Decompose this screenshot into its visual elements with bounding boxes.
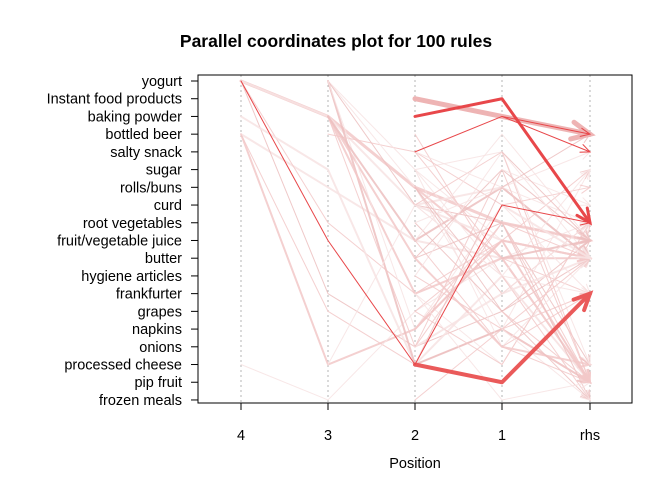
rule-background-line — [414, 169, 591, 277]
highlighted-rule-lines — [240, 80, 596, 385]
rule-highlighted-line — [240, 80, 591, 366]
item-label: onions — [139, 340, 182, 356]
rule-highlighted-line — [413, 291, 592, 385]
rule-background-line — [414, 133, 591, 366]
x-axis-label: Position — [389, 456, 441, 472]
rule-highlighted-line — [501, 115, 591, 135]
rule-highlighted-arrowhead — [571, 290, 594, 313]
rule-background — [501, 346, 592, 384]
rule-background-line — [501, 222, 591, 295]
rule-background-arrowhead — [579, 374, 592, 384]
position-label: 1 — [498, 428, 506, 444]
rule-background-line — [501, 222, 591, 259]
rule-background — [240, 133, 592, 366]
item-label: yogurt — [142, 74, 182, 90]
item-label: frozen meals — [99, 393, 182, 409]
position-label: 4 — [237, 428, 245, 444]
rule-background-line — [501, 346, 591, 383]
rule-background — [414, 168, 591, 277]
rule-highlighted-arrowhead — [579, 144, 592, 153]
rule-highlighted-arrowhead — [579, 216, 592, 226]
rule-background-arrowhead — [582, 353, 591, 366]
item-label: processed cheese — [64, 358, 182, 374]
item-label: salty snack — [110, 145, 182, 161]
rule-background-line — [501, 204, 591, 260]
rule-highlighted-line — [413, 97, 592, 225]
rule-highlighted — [413, 290, 594, 385]
rule-background-line — [240, 133, 591, 366]
rule-background-line — [501, 239, 591, 260]
rule-highlighted-arrowhead — [579, 127, 592, 137]
rule-background-arrowhead — [579, 184, 592, 194]
item-label: hygiene articles — [81, 269, 182, 285]
item-label: rolls/buns — [120, 180, 182, 196]
rule-background-line — [414, 293, 591, 401]
item-label: sugar — [146, 163, 182, 179]
item-label: Instant food products — [47, 92, 182, 108]
position-label: 3 — [324, 428, 332, 444]
rule-highlighted — [412, 96, 596, 142]
rule-background-line — [501, 151, 591, 241]
chart-title: Parallel coordinates plot for 100 rules — [180, 31, 492, 51]
item-label: pip fruit — [134, 375, 182, 391]
background-rule-lines — [239, 79, 594, 402]
position-axis: 4 3 2 1 rhs — [237, 402, 600, 444]
rule-background — [501, 151, 591, 242]
item-label: butter — [145, 251, 182, 267]
item-label: grapes — [138, 304, 182, 320]
item-label: baking powder — [88, 109, 182, 125]
item-label: napkins — [132, 322, 182, 338]
rule-background-line — [501, 169, 591, 206]
rule-background-arrowhead — [580, 168, 591, 180]
rule-background — [501, 204, 593, 260]
item-label: curd — [154, 198, 182, 214]
rule-background-line — [501, 310, 591, 383]
item-label: bottled beer — [105, 127, 182, 143]
position-label: rhs — [580, 428, 600, 444]
item-label: frankfurter — [116, 287, 182, 303]
rule-background-arrowhead — [576, 246, 593, 260]
position-label: 2 — [411, 428, 419, 444]
rule-highlighted — [501, 115, 592, 137]
rule-background — [501, 169, 592, 206]
rule-background-arrowhead — [580, 230, 591, 242]
rule-background-line — [240, 133, 591, 366]
item-label: root vegetables — [83, 216, 182, 232]
rule-background — [240, 133, 593, 366]
rule-highlighted — [240, 80, 592, 366]
rule-background-arrowhead — [579, 390, 591, 401]
rule-background-arrowhead — [579, 197, 592, 206]
item-label: fruit/vegetable juice — [57, 233, 182, 249]
